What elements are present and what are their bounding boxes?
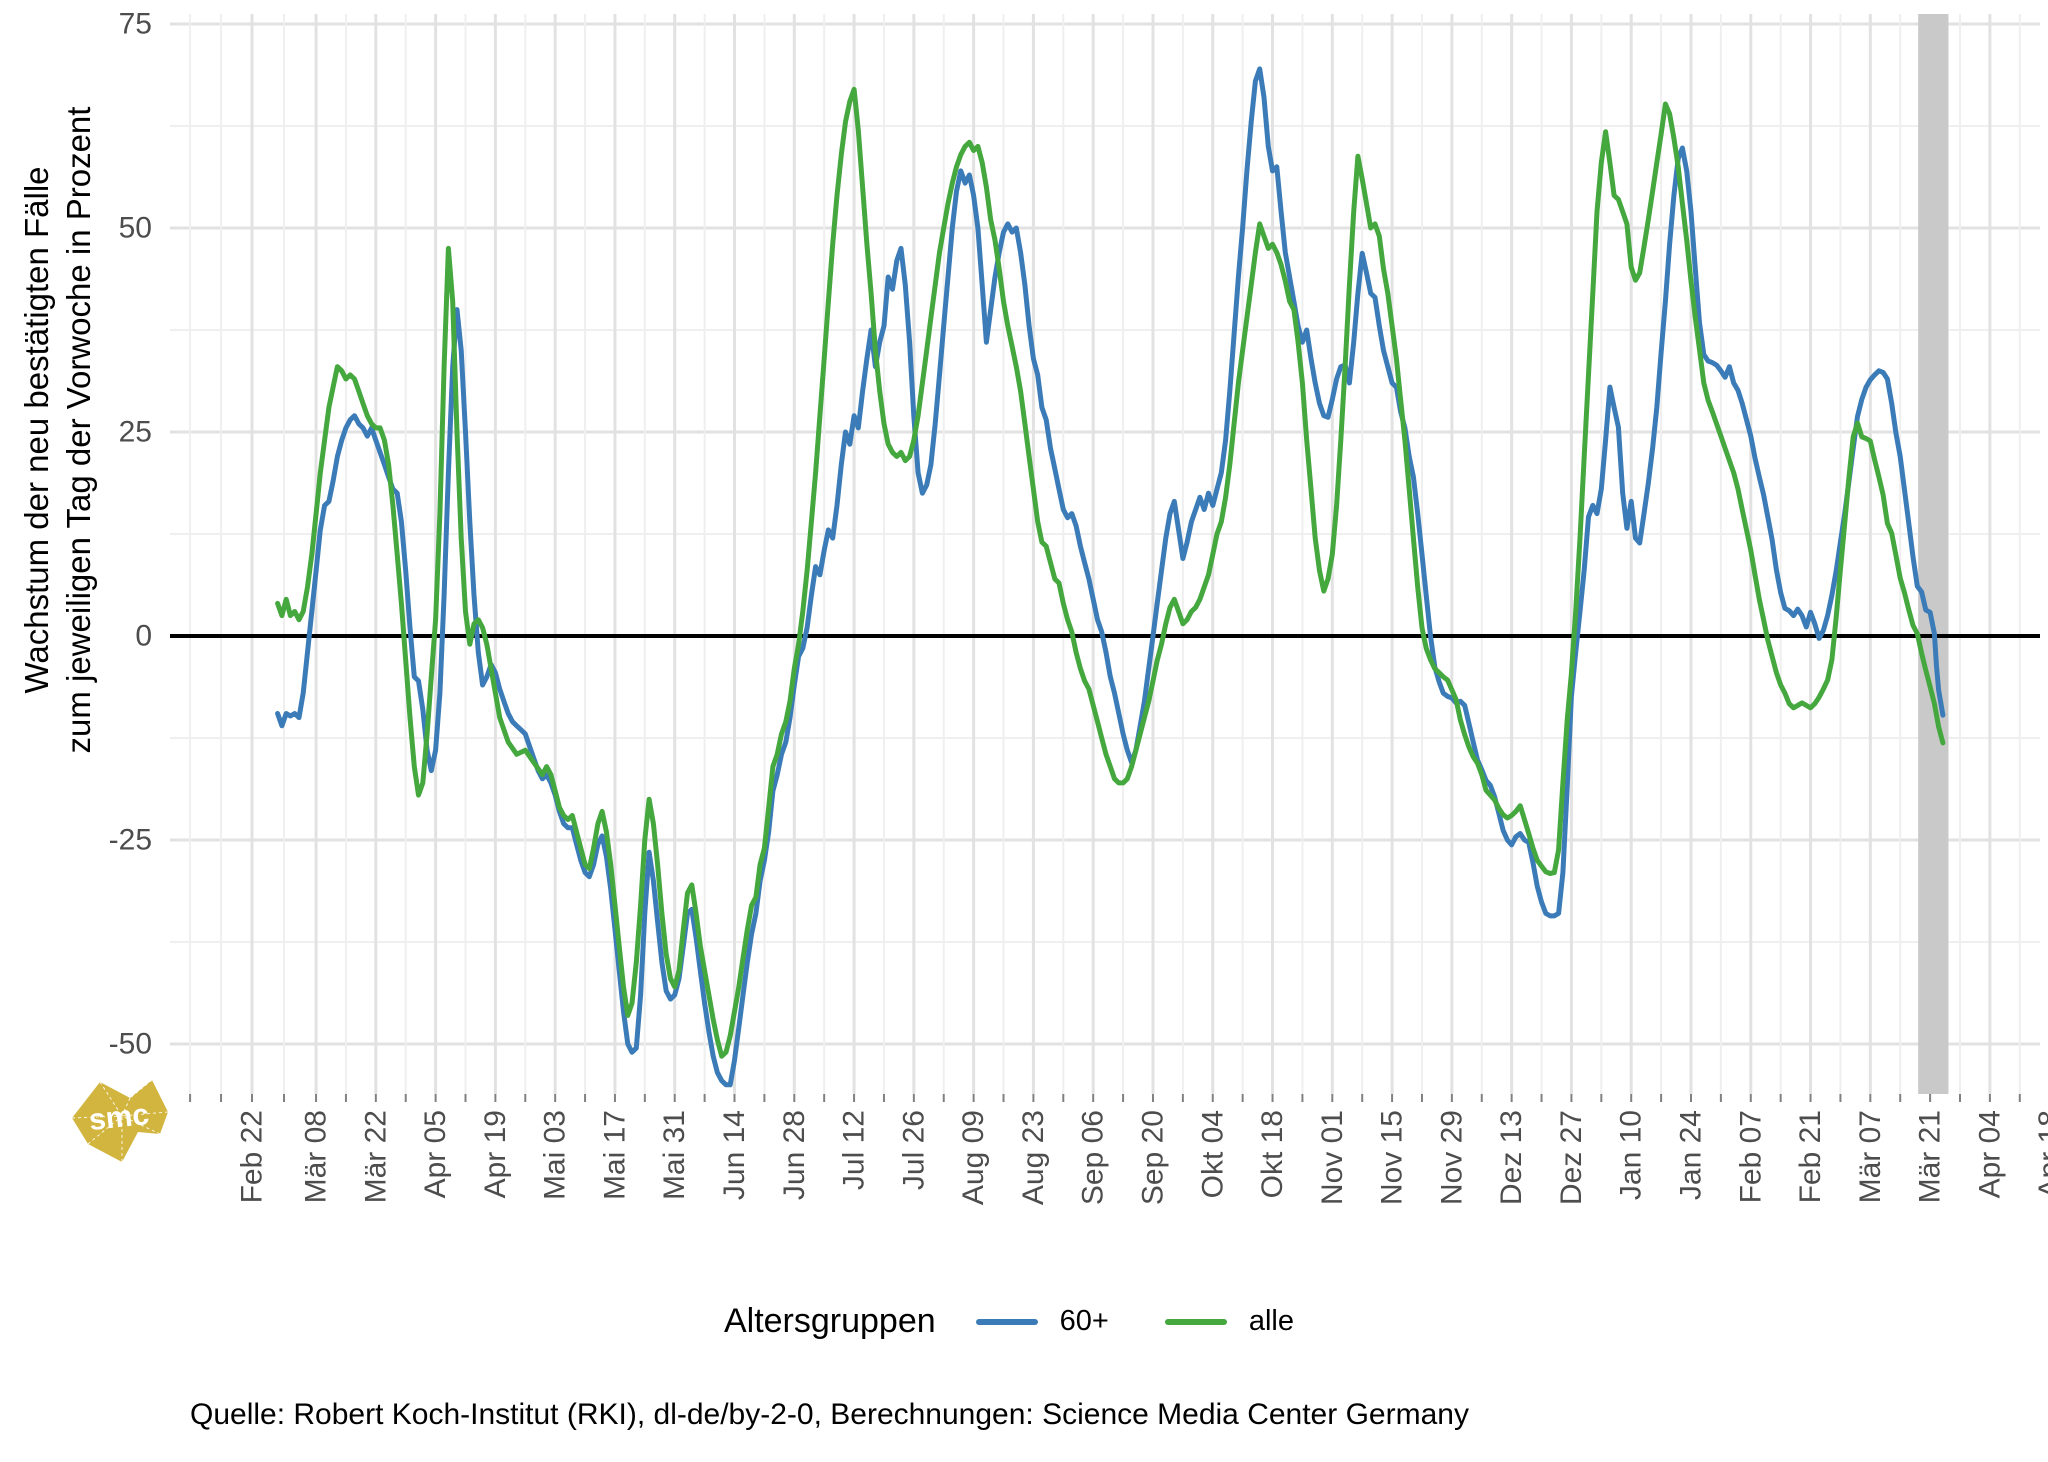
x-tick-label: Mai 31: [658, 1110, 691, 1200]
legend: Altersgruppen 60+ alle: [0, 1302, 2048, 1341]
x-tick-label: Jun 28: [778, 1110, 811, 1200]
y-tick-label: -50: [109, 1028, 152, 1061]
x-tick-label: Jul 26: [897, 1110, 930, 1190]
caption: Quelle: Robert Koch-Institut (RKI), dl-d…: [190, 1398, 1469, 1431]
y-tick-label: 0: [135, 620, 152, 653]
legend-swatch-60plus-icon: [975, 1318, 1038, 1325]
x-tick-label: Apr 19: [479, 1110, 512, 1198]
smc-logo-mesh-icon: [71, 1079, 169, 1162]
x-tick-label: Sep 06: [1077, 1110, 1110, 1205]
x-tick-label: Mär 07: [1854, 1110, 1887, 1203]
y-axis-title-line1: Wachstum der neu bestätigten Fälle: [18, 166, 55, 694]
legend-label-60plus: 60+: [1059, 1305, 1109, 1337]
x-tick-label: Mär 21: [1914, 1110, 1947, 1203]
x-tick-label: Okt 04: [1196, 1110, 1229, 1198]
x-tick-label: Dez 13: [1495, 1110, 1528, 1205]
x-tick-label: Mär 22: [359, 1110, 392, 1203]
smc-logo-text: smc: [87, 1098, 150, 1137]
legend-item-60plus: 60+: [975, 1305, 1109, 1338]
x-tick-label: Feb 22: [236, 1110, 269, 1203]
x-tick-label: Jan 24: [1674, 1110, 1707, 1200]
x-tick-label: Mai 17: [598, 1110, 631, 1200]
x-tick-label: Apr 18: [2033, 1110, 2048, 1198]
highlight-band: [1918, 14, 1949, 1094]
y-tick-label: 75: [119, 8, 152, 41]
y-axis-title: Wachstum der neu bestätigten Fälle zum j…: [16, 0, 100, 900]
y-tick-label: -25: [109, 824, 152, 857]
x-tick-label: Feb 21: [1794, 1110, 1827, 1203]
series-line-alle: [275, 86, 1946, 1059]
x-tick-label: Nov 01: [1316, 1110, 1349, 1205]
smc-logo: smc: [71, 1079, 169, 1162]
x-tick-label: Jun 14: [718, 1110, 751, 1200]
y-tick-label: 25: [119, 416, 152, 449]
y-axis-title-line2: zum jeweiligen Tag der Vorwoche in Proze…: [60, 106, 97, 754]
legend-title: Altersgruppen: [723, 1302, 936, 1340]
x-tick-label: Mär 08: [300, 1110, 333, 1203]
x-tick-label: Sep 20: [1136, 1110, 1169, 1205]
legend-item-alle: alle: [1164, 1305, 1295, 1338]
x-tick-label: Mai 03: [539, 1110, 572, 1200]
series-line-60plus: [275, 66, 1946, 1088]
x-tick-label: Jan 10: [1615, 1110, 1648, 1200]
y-tick-label: 50: [119, 212, 152, 245]
smc-logo-shape: [72, 1080, 168, 1162]
x-tick-label: Apr 04: [1973, 1110, 2006, 1198]
x-tick-label: Aug 23: [1017, 1110, 1050, 1205]
x-tick-label: Apr 05: [419, 1110, 452, 1198]
legend-swatch-alle-icon: [1164, 1318, 1227, 1325]
x-tick-label: Nov 15: [1376, 1110, 1409, 1205]
legend-label-alle: alle: [1248, 1305, 1295, 1337]
x-tick-label: Nov 29: [1435, 1110, 1468, 1205]
x-tick-label: Aug 09: [957, 1110, 990, 1205]
x-tick-label: Dez 27: [1555, 1110, 1588, 1205]
x-tick-label: Feb 07: [1734, 1110, 1767, 1203]
x-tick-label: Okt 18: [1256, 1110, 1289, 1198]
x-tick-label: Jul 12: [838, 1110, 871, 1190]
